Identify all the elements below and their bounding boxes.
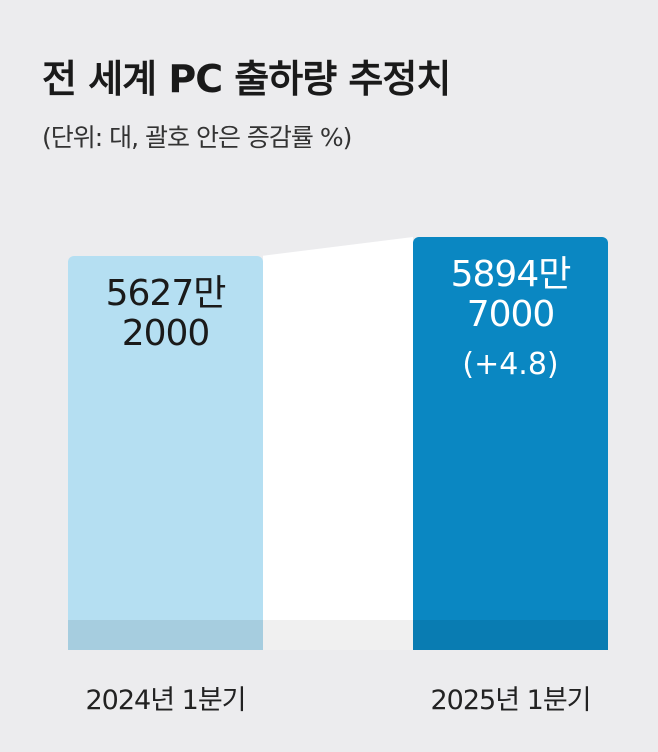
value-label: 5627만 2000 xyxy=(105,272,227,354)
connector xyxy=(263,237,413,650)
bar-shade xyxy=(68,620,263,650)
bar xyxy=(68,255,263,650)
value-label: 5894만 7000 xyxy=(450,254,572,335)
floor-shade xyxy=(263,620,413,650)
bar-shade xyxy=(413,620,608,650)
change-label: (+4.8) xyxy=(462,347,559,382)
chart-title: 전 세계 PC 출하량 추정치 xyxy=(42,57,451,101)
chart-subtitle: (단위: 대, 괄호 안은 증감률 %) xyxy=(42,123,352,152)
bar xyxy=(413,237,608,650)
x-tick-label: 2024년 1분기 xyxy=(85,685,247,716)
x-tick-label: 2025년 1분기 xyxy=(430,685,592,716)
